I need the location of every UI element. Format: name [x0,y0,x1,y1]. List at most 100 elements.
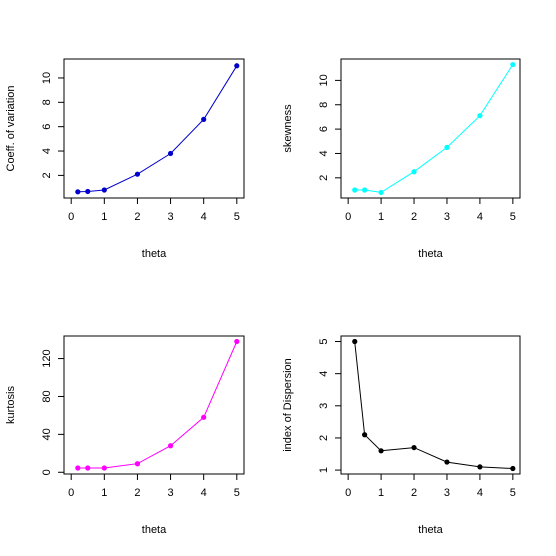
y-tick-label: 1 [318,467,330,473]
y-tick-label: 8 [318,102,330,108]
data-point [134,171,141,177]
plot-frame [340,58,521,199]
x-tick-label: 4 [201,211,207,223]
y-tick-label: 80 [41,390,53,402]
x-tick-label: 4 [201,487,207,499]
y-tick-label: 40 [41,428,53,440]
x-tick-label: 5 [510,211,516,223]
data-point [378,448,384,454]
data-point [510,465,516,472]
x-axis-label: theta [418,248,443,260]
data-point [444,459,450,465]
data-point [411,444,417,451]
data-point [362,187,368,193]
y-tick-label: 0 [41,469,53,475]
series-line [354,64,514,193]
x-axis: 0 1 2 3 4 5 [345,473,516,499]
y-tick-label: 2 [318,175,330,181]
y-axis: 0 40 80 120 [41,349,65,475]
x-tick-label: 2 [134,211,140,223]
y-tick-label: 4 [318,150,330,156]
data-point [101,465,107,471]
data-point [75,189,81,195]
x-tick-label: 3 [444,487,450,499]
data-point [477,113,483,119]
x-tick-label: 4 [477,211,483,223]
data-point [101,187,107,193]
y-axis-label: skewness [282,104,294,153]
data-point [352,187,358,193]
data-point [201,116,207,122]
x-axis: 0 1 2 3 4 5 [345,197,516,223]
x-tick-label: 0 [68,211,74,223]
x-tick-label: 5 [510,487,516,499]
y-tick-label: 2 [318,435,330,441]
x-tick-label: 2 [134,487,140,499]
x-tick-label: 3 [444,211,450,223]
x-tick-label: 2 [411,487,417,499]
series-line [77,65,238,193]
chart-panel-2: 0 1 2 3 4 5 2 4 6 8 10 theta skewness [282,58,521,260]
y-tick-label: 10 [318,74,330,86]
x-tick-label: 4 [477,487,483,499]
data-point [234,338,240,345]
x-tick-label: 5 [234,211,240,223]
data-point [201,414,207,420]
x-tick-label: 0 [345,211,351,223]
x-tick-label: 5 [234,487,240,499]
y-tick-label: 10 [41,72,53,84]
x-tick-label: 1 [378,487,384,499]
series-line [354,341,513,469]
data-point [85,188,91,195]
y-tick-label: 2 [41,172,53,178]
y-axis-label: Coeff. of variation [5,85,17,171]
chart-panel-3: 0 1 2 3 4 5 0 40 80 120 theta kurtosis [5,335,245,536]
data-point [85,465,91,471]
data-point [234,63,240,69]
x-tick-label: 3 [167,487,173,499]
y-tick-label: 6 [41,124,53,130]
chart-panel-1: 0 1 2 3 4 5 2 4 6 8 10 theta Coeff. of variation [5,58,245,260]
data-point [352,338,358,345]
y-axis: 2 4 6 8 10 [318,74,342,181]
y-tick-label: 5 [318,338,330,344]
plot-frame [63,335,245,475]
y-tick-label: 8 [41,99,53,105]
y-tick-label: 3 [318,403,330,409]
series-line [77,341,238,469]
x-tick-label: 0 [345,487,351,499]
plot-frame [63,58,245,199]
data-point [75,465,81,471]
data-point [134,461,141,467]
y-axis-label: kurtosis [5,386,17,424]
chart-panel-4: 0 1 2 3 4 5 1 2 3 4 5 theta index of Dispersion [282,335,521,536]
y-tick-label: 4 [41,148,53,154]
x-tick-label: 0 [68,487,74,499]
x-axis-label: theta [142,248,167,260]
y-tick-label: 120 [41,349,53,367]
data-point [167,150,174,157]
y-tick-label: 6 [318,126,330,132]
x-axis: 0 1 2 3 4 5 [68,197,240,223]
y-axis: 1 2 3 4 5 [318,338,342,473]
data-point [477,464,483,470]
plot-frame [340,335,521,475]
data-point [444,144,450,150]
x-tick-label: 1 [378,211,384,223]
x-axis-label: theta [418,524,443,536]
data-point [167,443,174,449]
x-tick-label: 1 [101,487,107,499]
y-axis-label: index of Dispersion [282,358,294,452]
x-axis-label: theta [142,524,167,536]
data-point [362,432,368,438]
data-point [378,189,384,196]
y-tick-label: 4 [318,371,330,377]
x-tick-label: 2 [411,211,417,223]
data-point [411,169,417,175]
x-tick-label: 1 [101,211,107,223]
data-point [510,61,516,68]
x-axis: 0 1 2 3 4 5 [68,473,240,499]
y-axis: 2 4 6 8 10 [41,72,65,178]
x-tick-label: 3 [167,211,173,223]
